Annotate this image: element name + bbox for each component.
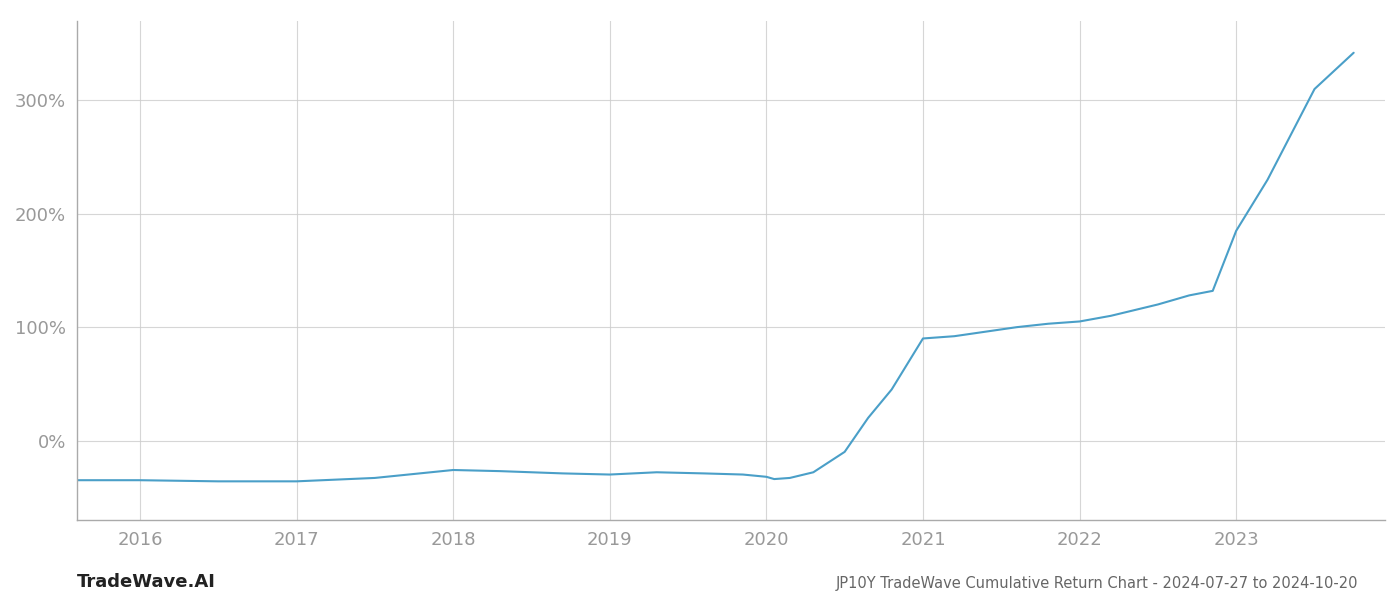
Text: JP10Y TradeWave Cumulative Return Chart - 2024-07-27 to 2024-10-20: JP10Y TradeWave Cumulative Return Chart …	[836, 576, 1358, 591]
Text: TradeWave.AI: TradeWave.AI	[77, 573, 216, 591]
